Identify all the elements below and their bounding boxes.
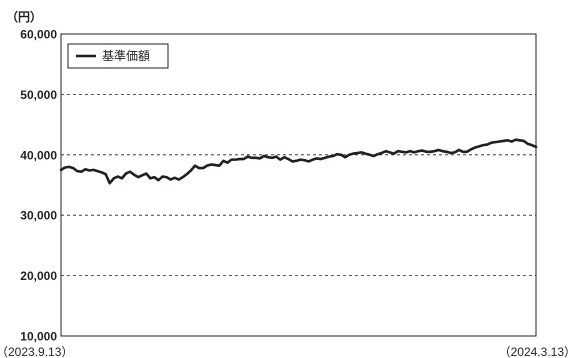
y-axis-unit-label: （円） <box>6 9 42 24</box>
y-tick-label-30000: 30,000 <box>20 209 57 223</box>
x-end-date-label: （2024.3.13） <box>499 345 570 358</box>
series-line-kijun-kagaku <box>59 138 538 185</box>
y-tick-label-60000: 60,000 <box>20 28 57 42</box>
y-tick-label-10000: 10,000 <box>20 330 57 344</box>
y-tick-label-50000: 50,000 <box>20 88 57 102</box>
legend: 基準価額 <box>67 43 169 69</box>
y-tick-label-20000: 20,000 <box>20 269 57 283</box>
plot-area-frame <box>60 33 537 337</box>
y-axis-tick-labels: 10,000 20,000 30,000 40,000 50,000 60,000 <box>20 28 57 344</box>
y-tick-label-40000: 40,000 <box>20 148 57 162</box>
legend-label: 基準価額 <box>102 48 150 63</box>
x-start-date-label: （2023.9.13） <box>0 345 73 358</box>
gridlines <box>61 94 536 277</box>
